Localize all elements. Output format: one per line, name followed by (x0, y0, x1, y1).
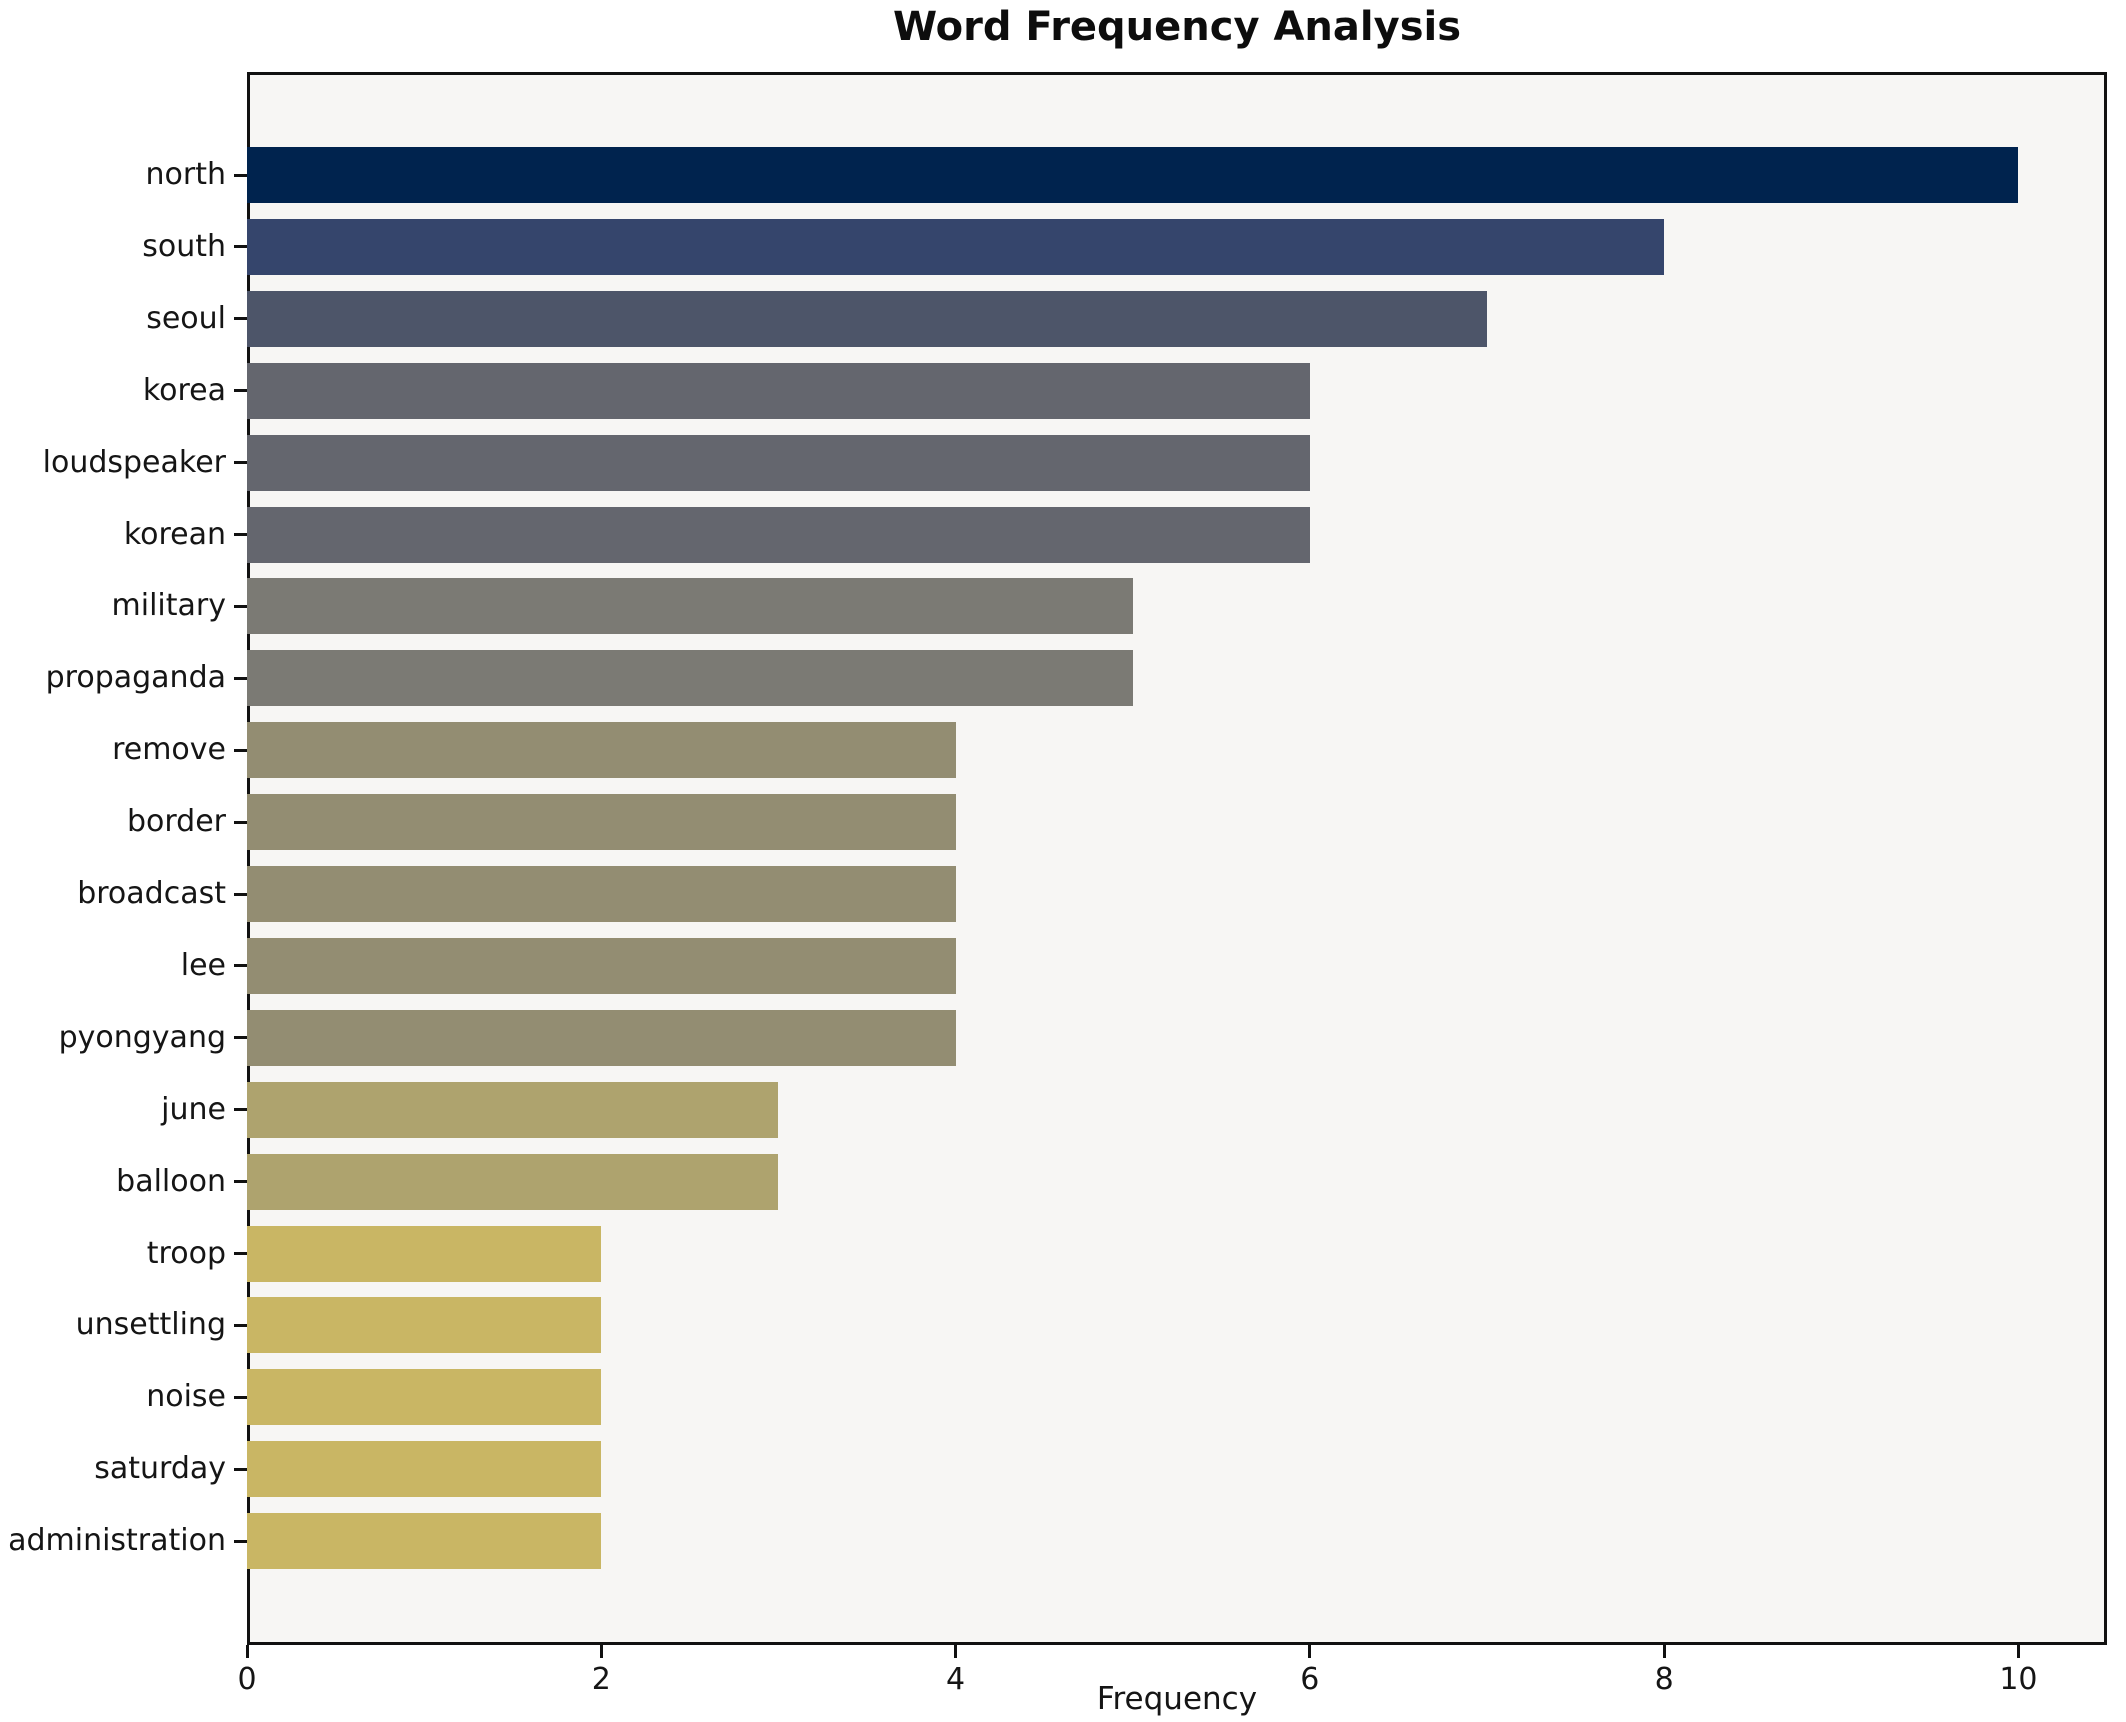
y-tick-mark (234, 604, 247, 608)
bar-troop (247, 1225, 602, 1282)
bar-south (247, 218, 1665, 275)
y-tick-label-troop: troop (146, 1235, 226, 1271)
y-tick-mark (234, 1180, 247, 1184)
y-tick-label-administration: administration (8, 1523, 226, 1559)
y-tick-mark (234, 1252, 247, 1255)
y-tick-mark (234, 317, 247, 321)
bar-border (247, 794, 956, 851)
y-tick-mark (234, 1108, 247, 1112)
bar-remove (247, 722, 956, 779)
y-tick-label-pyongyang: pyongyang (58, 1019, 226, 1055)
bar-propaganda (247, 650, 1133, 707)
bar-lee (247, 937, 956, 994)
y-tick-mark (234, 1036, 247, 1040)
y-tick-mark (234, 1323, 247, 1327)
x-tick-mark (1308, 1645, 1312, 1658)
y-tick-label-lee: lee (180, 947, 226, 983)
bar-seoul (247, 290, 1487, 347)
y-tick-label-korea: korea (142, 372, 226, 408)
y-tick-mark (234, 245, 247, 249)
bar-saturday (247, 1441, 602, 1498)
y-tick-mark (234, 820, 247, 824)
x-tick-label: 0 (237, 1662, 257, 1697)
y-tick-label-balloon: balloon (116, 1163, 226, 1199)
x-tick-mark (954, 1645, 958, 1658)
bar-broadcast (247, 866, 956, 922)
x-tick-label: 2 (591, 1662, 611, 1697)
y-tick-label-north: north (145, 157, 226, 192)
y-tick-label-saturday: saturday (94, 1451, 226, 1487)
bar-north (247, 147, 2019, 203)
y-tick-mark (234, 748, 247, 752)
y-tick-mark (234, 1467, 247, 1471)
x-tick-mark (1662, 1645, 1666, 1658)
bar-administration (247, 1513, 602, 1570)
y-tick-label-remove: remove (112, 732, 226, 768)
x-tick-mark (245, 1645, 249, 1658)
y-tick-mark (234, 533, 247, 536)
y-tick-mark (234, 676, 247, 680)
x-tick-label: 10 (1999, 1662, 2038, 1697)
y-tick-label-military: military (111, 588, 226, 624)
x-tick-mark (2016, 1645, 2020, 1658)
y-tick-label-seoul: seoul (146, 300, 226, 336)
y-tick-label-propaganda: propaganda (45, 660, 226, 696)
y-tick-label-june: june (161, 1091, 226, 1127)
bar-noise (247, 1369, 602, 1426)
y-tick-mark (234, 1395, 247, 1399)
bar-loudspeaker (247, 434, 1310, 491)
y-tick-label-noise: noise (146, 1379, 226, 1415)
bar-balloon (247, 1153, 779, 1210)
x-axis-label: Frequency (1096, 1681, 1258, 1717)
bar-military (247, 578, 1133, 635)
y-tick-label-border: border (126, 804, 226, 840)
y-tick-label-south: south (142, 228, 226, 264)
y-tick-label-broadcast: broadcast (77, 876, 226, 911)
y-tick-label-unsettling: unsettling (75, 1307, 226, 1343)
x-tick-mark (599, 1645, 603, 1658)
y-tick-mark (234, 892, 247, 896)
y-tick-mark (234, 964, 247, 968)
y-tick-mark (234, 461, 247, 465)
y-tick-mark (234, 389, 247, 393)
x-tick-label: 6 (1300, 1662, 1320, 1697)
bar-unsettling (247, 1297, 602, 1354)
bar-june (247, 1081, 779, 1138)
x-tick-label: 8 (1654, 1662, 1674, 1697)
y-tick-label-korean: korean (123, 516, 226, 552)
y-tick-mark (234, 173, 247, 177)
bar-korean (247, 506, 1310, 563)
chart-title: Word Frequency Analysis (892, 4, 1462, 50)
x-tick-label: 4 (946, 1662, 966, 1697)
bar-pyongyang (247, 1009, 956, 1066)
y-tick-mark (234, 1539, 247, 1543)
y-tick-label-loudspeaker: loudspeaker (42, 444, 226, 480)
bar-korea (247, 362, 1310, 419)
